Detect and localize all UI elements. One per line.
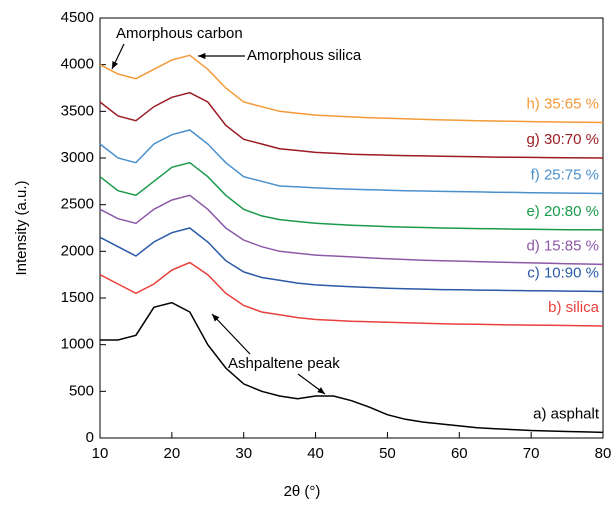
series-label: d) 15:85 % <box>526 237 599 254</box>
y-tick-label: 0 <box>86 429 94 446</box>
series-label: c) 10:90 % <box>527 264 599 281</box>
y-tick-label: 1500 <box>61 289 94 306</box>
series-line <box>99 129 604 195</box>
x-tick-label: 50 <box>379 445 396 462</box>
x-tick-label: 40 <box>307 445 324 462</box>
series-line <box>99 194 604 266</box>
y-tick-label: 4000 <box>61 56 94 73</box>
annotation: Amorphous carbon <box>116 25 243 42</box>
series-label: e) 20:80 % <box>526 203 599 220</box>
x-tick-label: 20 <box>164 445 181 462</box>
annotation-arrowhead <box>317 387 325 394</box>
series-label: h) 35:65 % <box>526 96 599 113</box>
series-label: a) asphalt <box>533 405 600 422</box>
y-tick-label: 2500 <box>61 196 94 213</box>
y-tick-label: 1000 <box>61 336 94 353</box>
annotation-arrowhead <box>198 52 206 60</box>
y-tick-label: 4500 <box>61 9 94 26</box>
x-tick-label: 60 <box>451 445 468 462</box>
x-tick-label: 10 <box>92 445 109 462</box>
x-tick-label: 80 <box>595 445 612 462</box>
annotation-arrowhead <box>212 314 220 322</box>
series-line <box>99 54 604 124</box>
annotation-arrowhead <box>112 61 118 69</box>
y-axis-label: Intensity (a.u.) <box>13 180 30 275</box>
series-label: b) silica <box>548 299 600 316</box>
y-tick-label: 3500 <box>61 102 94 119</box>
annotation: Ashpaltene peak <box>228 355 340 372</box>
x-axis-label: 2θ (°) <box>284 483 321 500</box>
series-line <box>100 301 604 434</box>
series-label: f) 25:75 % <box>531 166 599 183</box>
series-line <box>99 91 604 159</box>
y-tick-label: 3000 <box>61 149 94 166</box>
x-tick-label: 70 <box>523 445 540 462</box>
annotation-arrow <box>211 313 251 355</box>
y-tick-label: 500 <box>69 382 94 399</box>
x-tick-label: 30 <box>235 445 252 462</box>
annotation: Amorphous silica <box>247 47 362 64</box>
series-label: g) 30:70 % <box>526 131 599 148</box>
series-line <box>99 261 604 327</box>
plot-frame <box>99 17 604 439</box>
series-line <box>99 161 604 231</box>
y-tick-label: 2000 <box>61 242 94 259</box>
series-line <box>99 227 604 293</box>
